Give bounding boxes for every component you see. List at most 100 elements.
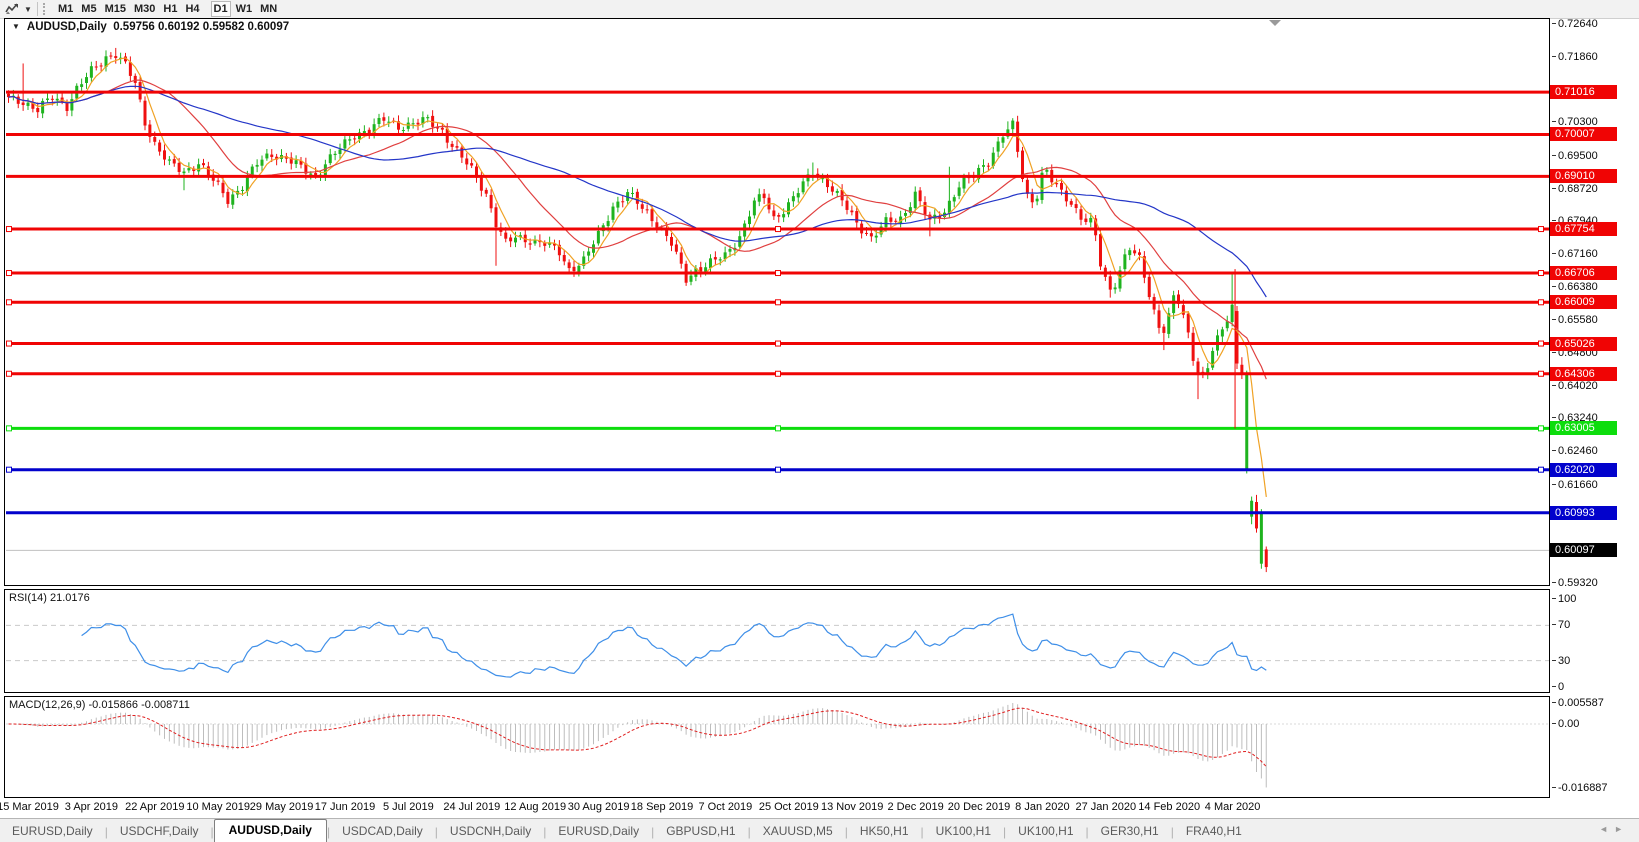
rsi-tick-label: 0 [1552, 680, 1638, 694]
level-handle[interactable] [6, 226, 12, 233]
tab-separator: | [1085, 825, 1089, 839]
macd-panel-frame [4, 696, 1550, 798]
date-tick-label: 17 Jun 2019 [314, 801, 376, 813]
timeframe-button-w1[interactable]: W1 [235, 2, 253, 15]
tab-usdcnh-daily[interactable]: USDCNH,Daily [449, 824, 532, 838]
date-tick-label: 10 May 2019 [186, 801, 250, 813]
price-tick-label: 0.61660 [1552, 478, 1638, 492]
level-handle[interactable] [1538, 270, 1544, 277]
price-tick-label: 0.71860 [1552, 50, 1638, 64]
date-tick-label: 24 Jul 2019 [443, 801, 501, 813]
macd-histogram [12, 702, 1267, 788]
timeframe-button-m1[interactable]: M1 [58, 2, 74, 15]
timeframe-button-h1[interactable]: H1 [163, 2, 178, 15]
level-handle[interactable] [6, 270, 12, 277]
tab-fra40-h1[interactable]: FRA40,H1 [1185, 824, 1242, 838]
price-tick-label: 0.64020 [1552, 379, 1638, 393]
date-tick-label: 14 Feb 2020 [1138, 801, 1201, 813]
rsi-panel-frame [4, 589, 1550, 693]
tab-eurusd-daily[interactable]: EURUSD,Daily [558, 824, 640, 838]
rsi-value: 21.0176 [49, 592, 90, 604]
ma-slow-line [8, 85, 1267, 298]
level-handle[interactable] [775, 370, 781, 377]
tab-uk100-h1[interactable]: UK100,H1 [1018, 824, 1074, 838]
date-tick-label: 4 Mar 2020 [1204, 801, 1261, 813]
tab-scroll-arrows[interactable]: ◄► [1599, 824, 1629, 834]
tab-separator: | [747, 825, 751, 839]
level-handle[interactable] [1538, 466, 1544, 473]
level-handle[interactable] [6, 340, 12, 347]
level-handle[interactable] [1538, 425, 1544, 432]
level-handle[interactable] [775, 340, 781, 347]
level-handle[interactable] [6, 370, 12, 377]
level-handle[interactable] [775, 270, 781, 277]
price-tag-0.64306: 0.64306 [1550, 366, 1617, 381]
chart-title: ▼ AUDUSD,Daily 0.59756 0.60192 0.59582 0.… [12, 21, 289, 33]
level-handle[interactable] [775, 425, 781, 432]
rsi-indicator-label: RSI(14) 21.0176 [9, 592, 90, 604]
level-handle[interactable] [775, 299, 781, 306]
date-tick-label: 3 Apr 2019 [64, 801, 118, 813]
toolbar-grip-handle[interactable] [43, 3, 50, 15]
tab-eurusd-daily[interactable]: EURUSD,Daily [12, 824, 93, 838]
price-tick-label: 0.70300 [1552, 115, 1638, 129]
tab-scroll-right-icon[interactable]: ► [1614, 824, 1629, 834]
level-handle[interactable] [775, 466, 781, 473]
ma-fast-line [8, 57, 1267, 497]
tab-usdcad-daily[interactable]: USDCAD,Daily [342, 824, 423, 838]
level-handle[interactable] [1538, 226, 1544, 233]
date-tick-label: 20 Dec 2019 [947, 801, 1011, 813]
tab-separator: | [1003, 825, 1007, 839]
price-tick-label: 0.69500 [1552, 149, 1638, 163]
level-handle[interactable] [1538, 370, 1544, 377]
chevron-down-icon[interactable]: ▼ [24, 4, 32, 14]
level-handle[interactable] [6, 425, 12, 432]
tab-uk100-h1[interactable]: UK100,H1 [935, 824, 992, 838]
price-tick-label: 0.65580 [1552, 313, 1638, 327]
level-handle[interactable] [775, 226, 781, 233]
price-tag-0.63005: 0.63005 [1550, 421, 1617, 436]
timeframe-button-m15[interactable]: M15 [104, 2, 126, 15]
chart-type-icon[interactable] [2, 1, 22, 17]
tab-separator: | [1170, 825, 1174, 839]
rsi-line [81, 613, 1267, 678]
level-handle[interactable] [6, 299, 12, 306]
price-tick-label: 0.62460 [1552, 444, 1638, 458]
date-tick-label: 7 Oct 2019 [698, 801, 753, 813]
date-tick-label: 13 Nov 2019 [820, 801, 884, 813]
tab-usdchf-daily[interactable]: USDCHF,Daily [119, 824, 199, 838]
level-handle[interactable] [1538, 340, 1544, 347]
tab-separator: | [844, 825, 848, 839]
ma-mid-line [8, 79, 1267, 380]
ohlc-open: 0.59756 [113, 21, 155, 33]
price-tag-0.65026: 0.65026 [1550, 336, 1617, 351]
level-handle[interactable] [1538, 299, 1544, 306]
macd-name: MACD(12,26,9) [9, 699, 86, 711]
collapse-chart-icon[interactable]: ▼ [12, 22, 20, 31]
date-tick-label: 8 Jan 2020 [1015, 801, 1070, 813]
tab-hk50-h1[interactable]: HK50,H1 [859, 824, 909, 838]
tab-separator: | [210, 825, 214, 839]
rsi-tick-label: 70 [1552, 618, 1638, 632]
tab-xauusd-m5[interactable]: XAUUSD,M5 [762, 824, 833, 838]
tab-gbpusd-h1[interactable]: GBPUSD,H1 [666, 824, 736, 838]
macd-tick-label: -0.016887 [1552, 781, 1638, 795]
timeframe-button-d1[interactable]: D1 [210, 0, 231, 17]
chart-tab-bar: EURUSD,Daily | USDCHF,Daily | AUDUSD,Daily | U… [0, 818, 1639, 842]
price-tag-0.67754: 0.67754 [1550, 222, 1617, 237]
timeframe-button-m5[interactable]: M5 [81, 2, 97, 15]
timeframe-button-h4[interactable]: H4 [185, 2, 200, 15]
level-handle[interactable] [6, 466, 12, 473]
timeframe-button-mn[interactable]: MN [260, 2, 278, 15]
price-tag-0.60993: 0.60993 [1550, 505, 1617, 520]
date-tick-label: 2 Dec 2019 [887, 801, 944, 813]
tab-scroll-left-icon[interactable]: ◄ [1599, 824, 1615, 834]
ohlc-close: 0.60097 [247, 21, 290, 33]
tab-audusd-daily[interactable]: AUDUSD,Daily [213, 819, 327, 842]
price-tick-label: 0.72640 [1552, 17, 1638, 31]
timeframe-button-m30[interactable]: M30 [133, 2, 156, 15]
tab-ger30-h1[interactable]: GER30,H1 [1100, 824, 1159, 838]
macd-tick-label: 0.005587 [1552, 696, 1638, 710]
date-tick-label: 12 Aug 2019 [504, 801, 567, 813]
